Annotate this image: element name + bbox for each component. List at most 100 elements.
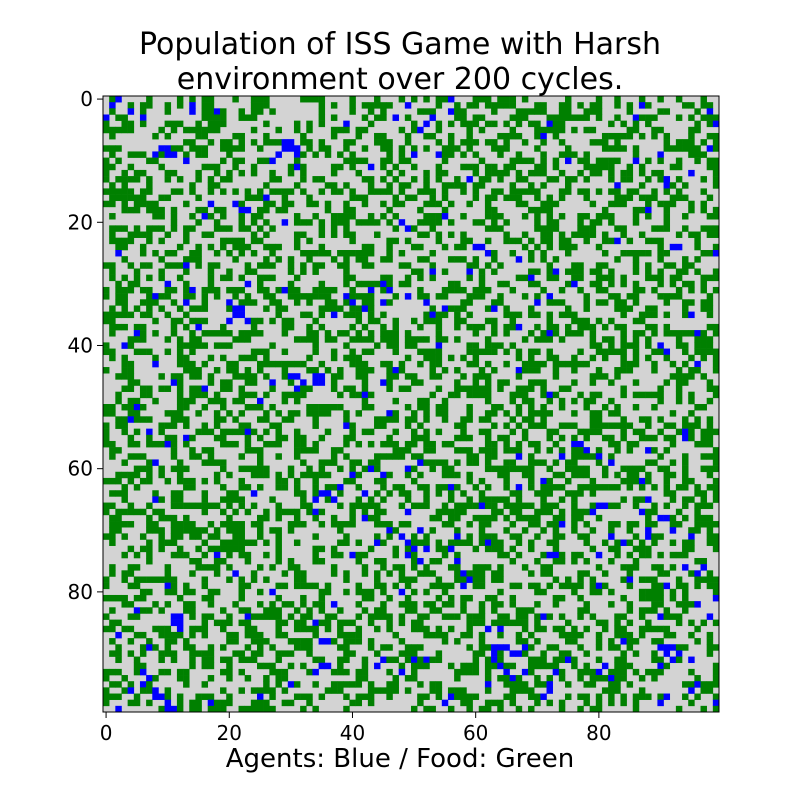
- food-cell: [318, 558, 326, 565]
- food-cell: [558, 169, 566, 177]
- food-cell: [263, 607, 270, 614]
- food-cell: [293, 157, 301, 165]
- food-cell: [133, 594, 141, 602]
- food-cell: [478, 219, 486, 226]
- food-cell: [688, 354, 695, 362]
- food-cell: [380, 336, 387, 343]
- food-cell: [170, 533, 178, 540]
- food-cell: [355, 681, 363, 688]
- food-cell: [183, 521, 190, 528]
- food-cell: [688, 114, 695, 121]
- food-cell: [700, 440, 707, 448]
- food-cell: [404, 157, 412, 165]
- food-cell: [195, 453, 202, 460]
- food-cell: [712, 354, 720, 362]
- food-cell: [688, 262, 695, 269]
- food-cell: [484, 656, 492, 664]
- food-cell: [343, 311, 350, 319]
- food-cell: [503, 465, 510, 473]
- food-cell: [447, 219, 455, 226]
- food-cell: [170, 145, 178, 152]
- food-cell: [688, 139, 695, 146]
- food-cell: [447, 231, 455, 238]
- food-cell: [577, 317, 584, 325]
- food-cell: [183, 582, 190, 590]
- food-cell: [164, 650, 172, 657]
- food-cell: [189, 397, 196, 405]
- food-cell: [164, 410, 172, 417]
- food-cell: [460, 305, 467, 312]
- food-cell: [423, 397, 430, 405]
- food-cell: [337, 213, 344, 220]
- food-cell: [638, 250, 646, 257]
- food-cell: [398, 262, 406, 269]
- food-cell: [361, 662, 369, 670]
- food-cell: [546, 502, 553, 510]
- food-cell: [183, 416, 190, 423]
- food-cell: [152, 354, 159, 362]
- food-cell: [115, 527, 122, 534]
- agent-cell: [577, 440, 584, 448]
- food-cell: [330, 132, 338, 140]
- food-cell: [158, 256, 165, 263]
- food-cell: [189, 434, 196, 442]
- food-cell: [589, 576, 597, 583]
- food-cell: [534, 243, 541, 251]
- food-cell: [312, 551, 319, 559]
- food-cell: [589, 169, 597, 177]
- food-cell: [509, 416, 517, 423]
- food-cell: [207, 453, 215, 460]
- food-cell: [682, 268, 689, 275]
- food-cell: [318, 96, 326, 103]
- food-cell: [534, 490, 541, 497]
- food-cell: [712, 644, 720, 651]
- food-cell: [374, 102, 381, 109]
- food-cell: [454, 367, 461, 374]
- food-cell: [244, 367, 252, 374]
- food-cell: [423, 336, 430, 343]
- food-cell: [392, 453, 399, 460]
- food-cell: [472, 256, 480, 263]
- food-cell: [626, 126, 634, 134]
- food-cell: [577, 286, 584, 294]
- food-cell: [583, 237, 590, 245]
- food-cell: [189, 342, 196, 349]
- food-cell: [176, 391, 184, 399]
- food-cell: [491, 102, 498, 109]
- food-cell: [146, 607, 153, 614]
- food-cell: [361, 594, 369, 602]
- food-cell: [447, 582, 455, 590]
- food-cell: [589, 336, 597, 343]
- food-cell: [398, 638, 406, 645]
- food-cell: [558, 613, 566, 620]
- food-cell: [367, 219, 375, 226]
- food-cell: [146, 96, 153, 103]
- food-cell: [158, 465, 165, 473]
- food-cell: [429, 687, 436, 694]
- food-cell: [207, 662, 215, 670]
- agent-cell: [620, 638, 627, 645]
- food-cell: [318, 120, 326, 128]
- food-cell: [608, 157, 615, 165]
- food-cell: [232, 188, 239, 195]
- food-cell: [546, 336, 553, 343]
- food-cell: [454, 471, 461, 479]
- food-cell: [300, 576, 307, 583]
- agent-cell: [404, 102, 412, 109]
- y-tick-label: 80: [68, 580, 93, 604]
- food-cell: [682, 145, 689, 152]
- agent-cell: [337, 484, 344, 491]
- food-cell: [515, 354, 523, 362]
- food-cell: [306, 256, 313, 263]
- food-cell: [466, 404, 473, 411]
- food-cell: [657, 280, 664, 288]
- food-cell: [195, 256, 202, 263]
- food-cell: [176, 404, 184, 411]
- food-cell: [170, 440, 178, 448]
- food-cell: [306, 200, 313, 208]
- food-cell: [152, 675, 159, 682]
- agent-cell: [152, 687, 159, 694]
- food-cell: [608, 348, 615, 356]
- agent-cell: [404, 225, 412, 232]
- food-cell: [694, 490, 701, 497]
